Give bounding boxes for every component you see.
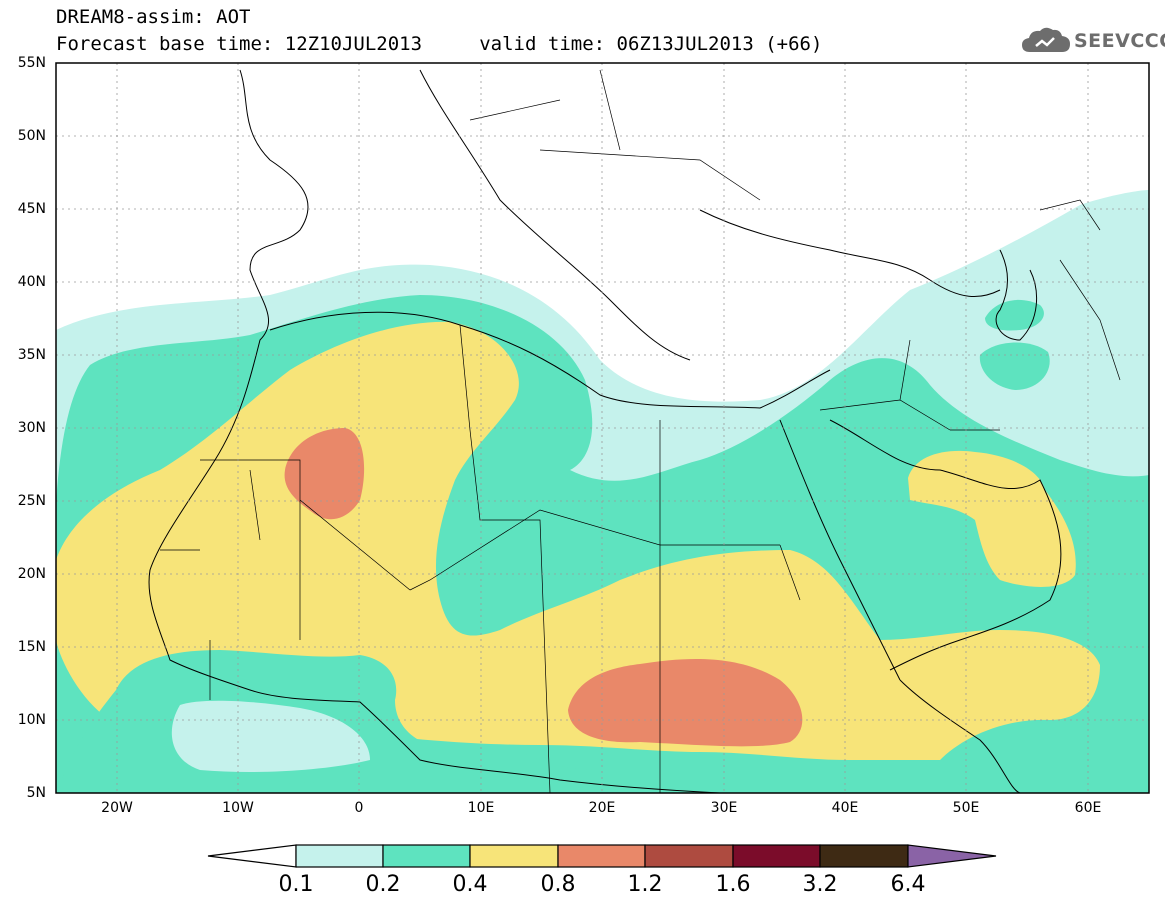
aot-blob-iran [979,342,1050,390]
colorbar-bin-1.2 [644,844,734,868]
title-line-1: DREAM8-assim: AOT [56,6,251,28]
colorbar-label-6.4: 6.4 [890,872,926,897]
lon-label-20w: 20W [101,800,133,816]
seevccc-logo: SEEVCCC [1020,24,1165,56]
aot-blob-sahel [568,658,803,747]
lat-label-20n: 20N [17,566,46,582]
colorbar-label-0.8: 0.8 [540,872,576,897]
colorbar [207,844,997,868]
lat-label-5n: 5N [26,785,46,801]
colorbar-bin-0.4 [469,844,559,868]
lat-label-30n: 30N [17,420,46,436]
lon-label-10e: 10E [467,800,495,816]
lon-label-50e: 50E [952,800,980,816]
lat-label-10n: 10N [17,712,46,728]
colorbar-over-arrow [907,844,997,868]
map-frame [55,62,1150,794]
colorbar-label-1.6: 1.6 [715,872,751,897]
coastlines [148,69,1062,793]
colorbar-label-3.2: 3.2 [802,872,838,897]
borders [160,69,1121,793]
aot-blob-west-sahara [284,428,365,520]
colorbar-label-0.2: 0.2 [365,872,401,897]
colorbar-bin-0.2 [382,844,471,868]
lon-label-40e: 40E [831,800,859,816]
colorbar-bin-1.6 [732,844,821,868]
colorbar-label-0.1: 0.1 [278,872,314,897]
aot-band-0.4-sahara [56,321,1100,760]
aot-contours [56,190,1149,793]
lat-label-45n: 45N [17,201,46,217]
colorbar-label-0.4: 0.4 [452,872,488,897]
lon-label-20e: 20E [588,800,616,816]
graticule [56,63,1149,793]
lon-label-10w: 10W [222,800,254,816]
colorbar-label-1.2: 1.2 [627,872,663,897]
lat-label-40n: 40N [17,274,46,290]
lat-label-15n: 15N [17,639,46,655]
title-line-2: Forecast base time: 12Z10JUL2013 valid t… [56,33,823,55]
colorbar-bin-0.1 [295,844,384,868]
colorbar-bin-3.2 [819,844,909,868]
lon-label-60e: 60E [1074,800,1102,816]
colorbar-under-arrow [207,844,297,868]
lat-label-25n: 25N [17,493,46,509]
lat-label-55n: 55N [17,55,46,71]
lat-label-50n: 50N [17,128,46,144]
aot-blob-arabia [908,450,1076,587]
colorbar-bin-0.8 [557,844,646,868]
logo-text: SEEVCCC [1074,30,1165,52]
lon-label-30e: 30E [710,800,738,816]
aot-band-0.1-guinea [171,700,370,772]
lon-label-0: 0 [354,800,364,816]
cloud-icon [1022,27,1070,52]
aot-blob-caspian [985,299,1044,331]
lat-label-35n: 35N [17,347,46,363]
